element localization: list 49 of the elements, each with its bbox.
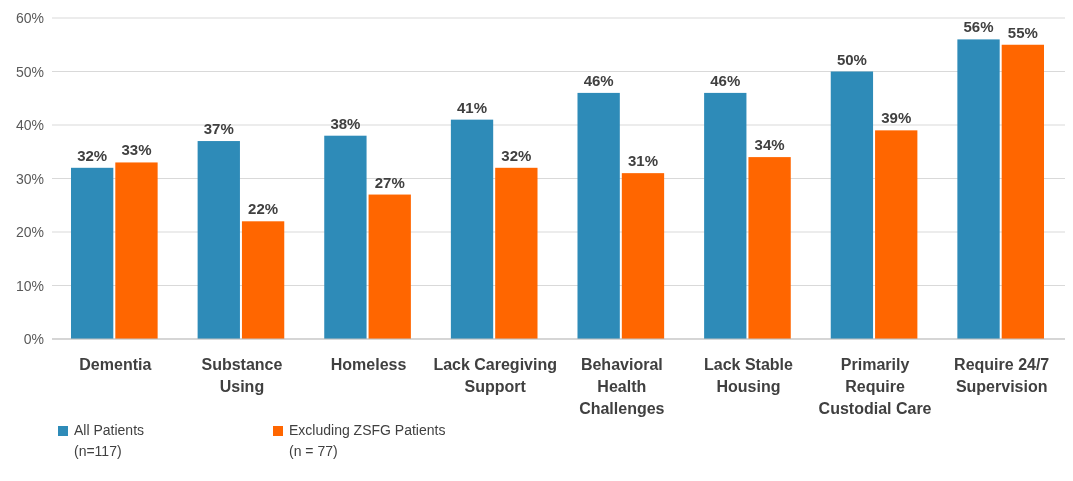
bar bbox=[495, 167, 538, 339]
bar bbox=[957, 39, 1000, 339]
data-label: 39% bbox=[881, 109, 912, 127]
data-label: 22% bbox=[248, 200, 279, 218]
x-tick-label: Homeless bbox=[330, 356, 407, 373]
y-tick-label: 40% bbox=[15, 117, 44, 133]
x-tick-label: Behavioral Health Challenges bbox=[579, 356, 665, 417]
data-label: 31% bbox=[627, 152, 658, 170]
bar bbox=[241, 221, 285, 339]
y-tick-label: 10% bbox=[15, 277, 44, 294]
bar bbox=[577, 92, 620, 339]
data-label: 32% bbox=[77, 146, 108, 164]
bar bbox=[704, 92, 747, 339]
data-label: 33% bbox=[121, 141, 152, 159]
data-label: 50% bbox=[836, 50, 867, 68]
data-label: 46% bbox=[710, 71, 741, 89]
bar bbox=[830, 71, 874, 339]
data-label: 32% bbox=[501, 146, 532, 164]
data-label: 55% bbox=[1007, 23, 1038, 41]
bar bbox=[875, 130, 918, 339]
bar bbox=[621, 173, 665, 339]
bar bbox=[324, 135, 367, 339]
data-label: 27% bbox=[374, 173, 405, 191]
bar bbox=[450, 119, 494, 339]
y-tick-label: 50% bbox=[15, 63, 44, 80]
bar bbox=[197, 141, 240, 339]
data-label: 37% bbox=[203, 120, 234, 138]
x-tick-label: Lack Caregiving Support bbox=[433, 356, 557, 395]
y-tick-label: 20% bbox=[15, 224, 44, 240]
legend-label: All Patients (n=117) bbox=[74, 422, 145, 459]
x-tick-label: Dementia bbox=[79, 356, 152, 373]
x-tick-label: Require 24/7 Supervision bbox=[954, 356, 1050, 395]
data-label: 46% bbox=[583, 71, 614, 89]
bar bbox=[115, 162, 158, 339]
y-tick-label: 60% bbox=[15, 10, 44, 26]
bar bbox=[70, 167, 114, 339]
y-tick-label: 30% bbox=[15, 170, 44, 187]
legend-label: Excluding ZSFG Patients (n = 77) bbox=[289, 422, 446, 459]
data-label: 38% bbox=[330, 114, 361, 132]
bar bbox=[1001, 44, 1045, 339]
bar bbox=[368, 194, 411, 339]
y-tick-label: 0% bbox=[23, 331, 44, 347]
data-label: 34% bbox=[754, 136, 785, 154]
data-label: 56% bbox=[963, 18, 994, 36]
data-label: 41% bbox=[457, 98, 488, 116]
x-tick-label: Lack Stable Housing bbox=[703, 356, 793, 395]
x-tick-label: Primarily Require Custodial Care bbox=[818, 356, 932, 417]
bar bbox=[748, 157, 791, 339]
x-tick-label: Substance Using bbox=[201, 356, 283, 395]
